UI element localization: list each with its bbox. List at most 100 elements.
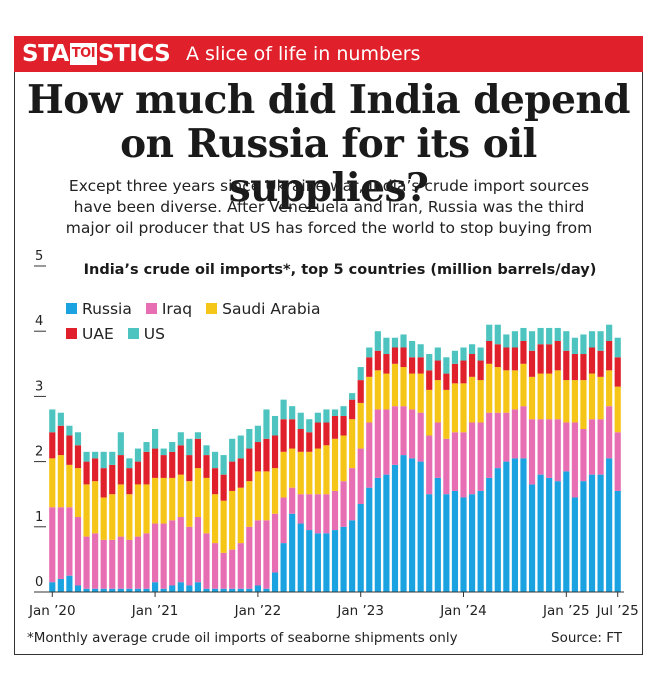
bar-us xyxy=(417,344,424,358)
bar-russia xyxy=(100,588,107,592)
bar-iraq xyxy=(177,517,184,583)
bar-iraq xyxy=(186,526,193,586)
bar-saudi-arabia xyxy=(546,373,553,420)
bar-us xyxy=(160,448,167,456)
bar-saudi-arabia xyxy=(460,383,467,433)
bar-russia xyxy=(331,530,339,592)
bar-iraq xyxy=(451,432,459,491)
headline-line-2: on Russia for its oil supplies? xyxy=(120,121,537,211)
y-tick-label: 4 xyxy=(35,314,43,329)
bar-saudi-arabia xyxy=(391,363,399,407)
bar-russia xyxy=(511,458,518,592)
bar-russia xyxy=(66,575,73,592)
bar-russia xyxy=(263,588,270,592)
bar-us xyxy=(49,409,56,433)
bar-iraq xyxy=(546,419,553,478)
bar-russia xyxy=(477,490,484,592)
bar-us xyxy=(169,442,176,452)
bar-uae xyxy=(374,350,381,371)
bar-uae xyxy=(468,354,476,377)
headline-line-1: How much did India depend xyxy=(26,77,631,123)
bar-us xyxy=(220,455,227,475)
bar-russia xyxy=(57,578,64,592)
bar-saudi-arabia xyxy=(314,448,321,495)
bar-us xyxy=(143,442,150,452)
bar-iraq xyxy=(511,409,518,459)
bar-uae xyxy=(117,455,124,485)
bar-russia xyxy=(229,588,236,592)
bar-uae xyxy=(571,354,578,381)
x-tick-label: Jan ’25 xyxy=(542,603,590,619)
bar-saudi-arabia xyxy=(331,438,339,491)
y-tick-label: 3 xyxy=(35,379,43,394)
bar-russia xyxy=(194,582,202,592)
bar-us xyxy=(614,337,621,358)
bar-saudi-arabia xyxy=(606,370,613,407)
bar-us xyxy=(186,438,193,456)
bar-russia xyxy=(434,477,441,592)
bar-saudi-arabia xyxy=(229,490,236,550)
bar-us xyxy=(237,435,244,459)
bar-russia xyxy=(109,588,116,592)
bar-uae xyxy=(100,468,107,498)
bar-us xyxy=(554,327,561,341)
legend-swatch-uae xyxy=(66,328,77,339)
bar-iraq xyxy=(143,533,150,589)
bar-us xyxy=(391,337,399,348)
bar-uae xyxy=(426,370,433,390)
bar-russia xyxy=(349,520,356,592)
bar-us xyxy=(211,451,219,469)
bar-uae xyxy=(57,425,64,456)
bar-us xyxy=(83,451,90,462)
bar-saudi-arabia xyxy=(434,380,441,423)
bar-russia xyxy=(554,481,561,592)
bar-russia xyxy=(186,585,193,592)
bar-us xyxy=(546,327,553,345)
bar-iraq xyxy=(434,422,441,478)
bar-us xyxy=(374,331,381,351)
bar-uae xyxy=(186,455,193,482)
bar-us xyxy=(109,451,116,465)
brand-logo: STA TOI STICS xyxy=(22,41,171,67)
bar-saudi-arabia xyxy=(520,363,527,407)
bar-us xyxy=(254,425,261,443)
bar-iraq xyxy=(417,412,424,462)
bar-saudi-arabia xyxy=(511,370,518,410)
bar-iraq xyxy=(383,409,390,475)
bar-saudi-arabia xyxy=(237,487,244,544)
bar-russia xyxy=(417,461,424,592)
bar-us xyxy=(494,324,501,345)
bar-saudi-arabia xyxy=(126,494,133,540)
bar-uae xyxy=(349,399,356,420)
bar-iraq xyxy=(57,507,64,579)
bar-russia xyxy=(400,455,407,592)
bar-us xyxy=(460,347,467,361)
bar-uae xyxy=(271,435,279,469)
bar-saudi-arabia xyxy=(160,477,167,524)
bar-iraq xyxy=(83,536,90,589)
bar-saudi-arabia xyxy=(563,380,570,423)
bar-uae xyxy=(323,422,330,446)
bar-uae xyxy=(211,468,219,495)
source-credit: Source: FT xyxy=(551,630,622,646)
bar-uae xyxy=(580,354,587,381)
bar-iraq xyxy=(203,533,210,589)
bar-us xyxy=(563,331,570,351)
bar-saudi-arabia xyxy=(580,380,587,429)
bar-iraq xyxy=(571,422,578,498)
legend-label-us: US xyxy=(143,324,165,343)
bar-iraq xyxy=(357,448,364,504)
deck-line-2: have been diverse. After Venezuela and I… xyxy=(73,198,585,216)
bar-us xyxy=(520,327,527,341)
bar-iraq xyxy=(391,406,399,465)
bar-us xyxy=(323,409,330,423)
footnote: *Monthly average crude oil imports of se… xyxy=(27,630,458,646)
headline: How much did India depend on Russia for … xyxy=(14,78,643,210)
bar-saudi-arabia xyxy=(66,464,73,508)
bar-uae xyxy=(66,435,73,465)
bar-us xyxy=(451,350,459,364)
bar-saudi-arabia xyxy=(409,373,416,410)
bar-uae xyxy=(203,455,210,478)
bar-us xyxy=(426,354,433,371)
bar-saudi-arabia xyxy=(280,451,287,498)
